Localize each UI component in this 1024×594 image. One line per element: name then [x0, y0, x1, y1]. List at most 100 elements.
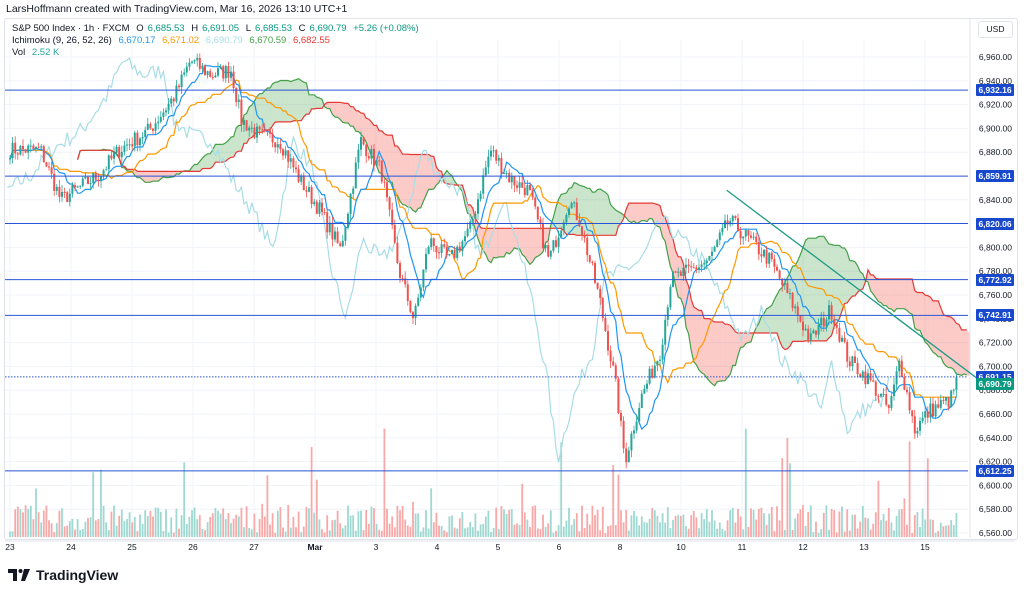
volume-bar — [731, 507, 734, 537]
candle-body — [344, 227, 347, 241]
tradingview-logo[interactable]: TradingView — [8, 567, 118, 583]
volume-bar — [555, 530, 557, 537]
volume-bar — [682, 514, 685, 537]
candle-body — [32, 145, 35, 150]
volume-bar — [752, 510, 755, 537]
level-price-label[interactable]: 6,859.91 — [976, 170, 1014, 183]
vol-label[interactable]: Vol — [12, 47, 26, 58]
volume-bar — [443, 530, 446, 537]
volume-bar — [783, 529, 786, 537]
candle-body — [464, 236, 466, 242]
cloud-segment — [415, 154, 419, 213]
volume-bar — [867, 518, 869, 537]
volume-bar — [349, 515, 352, 537]
currency-button[interactable]: USD — [978, 21, 1013, 38]
candle-body — [471, 219, 474, 222]
level-price-label[interactable]: 6,742.91 — [976, 309, 1014, 322]
volume-bar — [71, 518, 74, 537]
volume-bar — [802, 505, 804, 537]
volume-bar — [191, 510, 193, 537]
volume-bar — [929, 519, 932, 537]
cloud-segment — [405, 154, 408, 208]
level-price-label[interactable]: 6,612.25 — [976, 464, 1014, 477]
level-price-label[interactable]: 6,772.92 — [976, 273, 1014, 286]
candle-body — [630, 433, 633, 451]
candle-body — [575, 202, 578, 221]
ichimoku-label[interactable]: Ichimoku (9, 26, 52, 26) — [12, 35, 112, 46]
symbol-name[interactable]: S&P 500 Index · 1h · FXCM — [12, 23, 130, 34]
cloud-segment — [852, 260, 855, 297]
open-value: 6,685.53 — [147, 23, 185, 34]
x-tick-label: 27 — [249, 542, 259, 552]
x-tick-label: 12 — [798, 542, 808, 552]
candle-body — [100, 175, 102, 181]
candle-body — [27, 145, 30, 153]
volume-bar — [9, 531, 11, 537]
candle-body — [607, 331, 609, 351]
volume-bar — [622, 522, 625, 537]
candle-body — [24, 149, 27, 153]
candle-body — [747, 230, 750, 236]
candle-body — [61, 191, 63, 197]
volume-bar — [903, 498, 906, 537]
candle-body — [84, 176, 87, 179]
volume-bar — [102, 505, 105, 537]
candle-body — [349, 193, 352, 214]
candle-body — [417, 297, 420, 306]
volume-bar — [557, 525, 560, 537]
volume-bar — [180, 515, 183, 537]
cloud-segment — [927, 295, 931, 349]
volume-bar — [653, 510, 656, 537]
candle-body — [739, 231, 742, 239]
volume-bar — [35, 488, 37, 537]
candle-body — [35, 146, 37, 150]
volume-bar — [490, 532, 492, 537]
candle-body — [534, 197, 537, 207]
candle-body — [401, 277, 404, 279]
cloud-segment — [636, 203, 640, 224]
candle-body — [934, 404, 937, 417]
candle-body — [711, 251, 713, 256]
volume-bar — [484, 516, 487, 537]
level-price-label[interactable]: 6,820.06 — [976, 217, 1014, 230]
candle-body — [648, 368, 651, 384]
candle-body — [869, 373, 872, 381]
volume-bar — [128, 512, 131, 537]
cloud-segment — [605, 192, 608, 236]
volume-bar — [651, 508, 654, 537]
volume-bar — [825, 505, 828, 537]
volume-bar — [692, 510, 695, 537]
candle-body — [331, 222, 334, 240]
cloud-segment — [426, 154, 429, 196]
volume-bar — [289, 527, 292, 537]
candle-body — [165, 110, 167, 113]
candle-body — [599, 288, 602, 298]
cloud-segment — [766, 307, 770, 334]
cloud-segment — [306, 83, 309, 115]
volume-bar — [882, 513, 885, 537]
level-price-label[interactable]: 6,932.16 — [976, 84, 1014, 97]
volume-bar — [250, 529, 253, 537]
volume-bar — [466, 527, 469, 537]
volume-bar — [27, 509, 30, 537]
candle-body — [175, 85, 178, 102]
ichimoku-legend-row[interactable]: Ichimoku (9, 26, 52, 26) 6,670.17 6,671.… — [12, 35, 423, 47]
volume-bar — [292, 516, 295, 537]
volume-bar — [354, 530, 357, 537]
volume-bar — [625, 509, 628, 537]
symbol-legend-row[interactable]: S&P 500 Index · 1h · FXCM O 6,685.53 H 6,6… — [12, 23, 423, 35]
volume-bar — [614, 524, 617, 537]
volume-bar — [232, 518, 235, 537]
volume-bar — [175, 508, 178, 537]
candle-body — [362, 137, 365, 145]
candle-body — [786, 282, 789, 294]
candle-body — [640, 393, 643, 409]
candle-body — [16, 153, 19, 155]
volume-legend-row[interactable]: Vol 2.52 K — [12, 47, 423, 59]
volume-bar — [152, 516, 154, 537]
volume-bar — [404, 519, 407, 537]
volume-bar — [763, 513, 765, 537]
span-a-line — [77, 78, 968, 387]
cloud-segment — [137, 171, 140, 178]
